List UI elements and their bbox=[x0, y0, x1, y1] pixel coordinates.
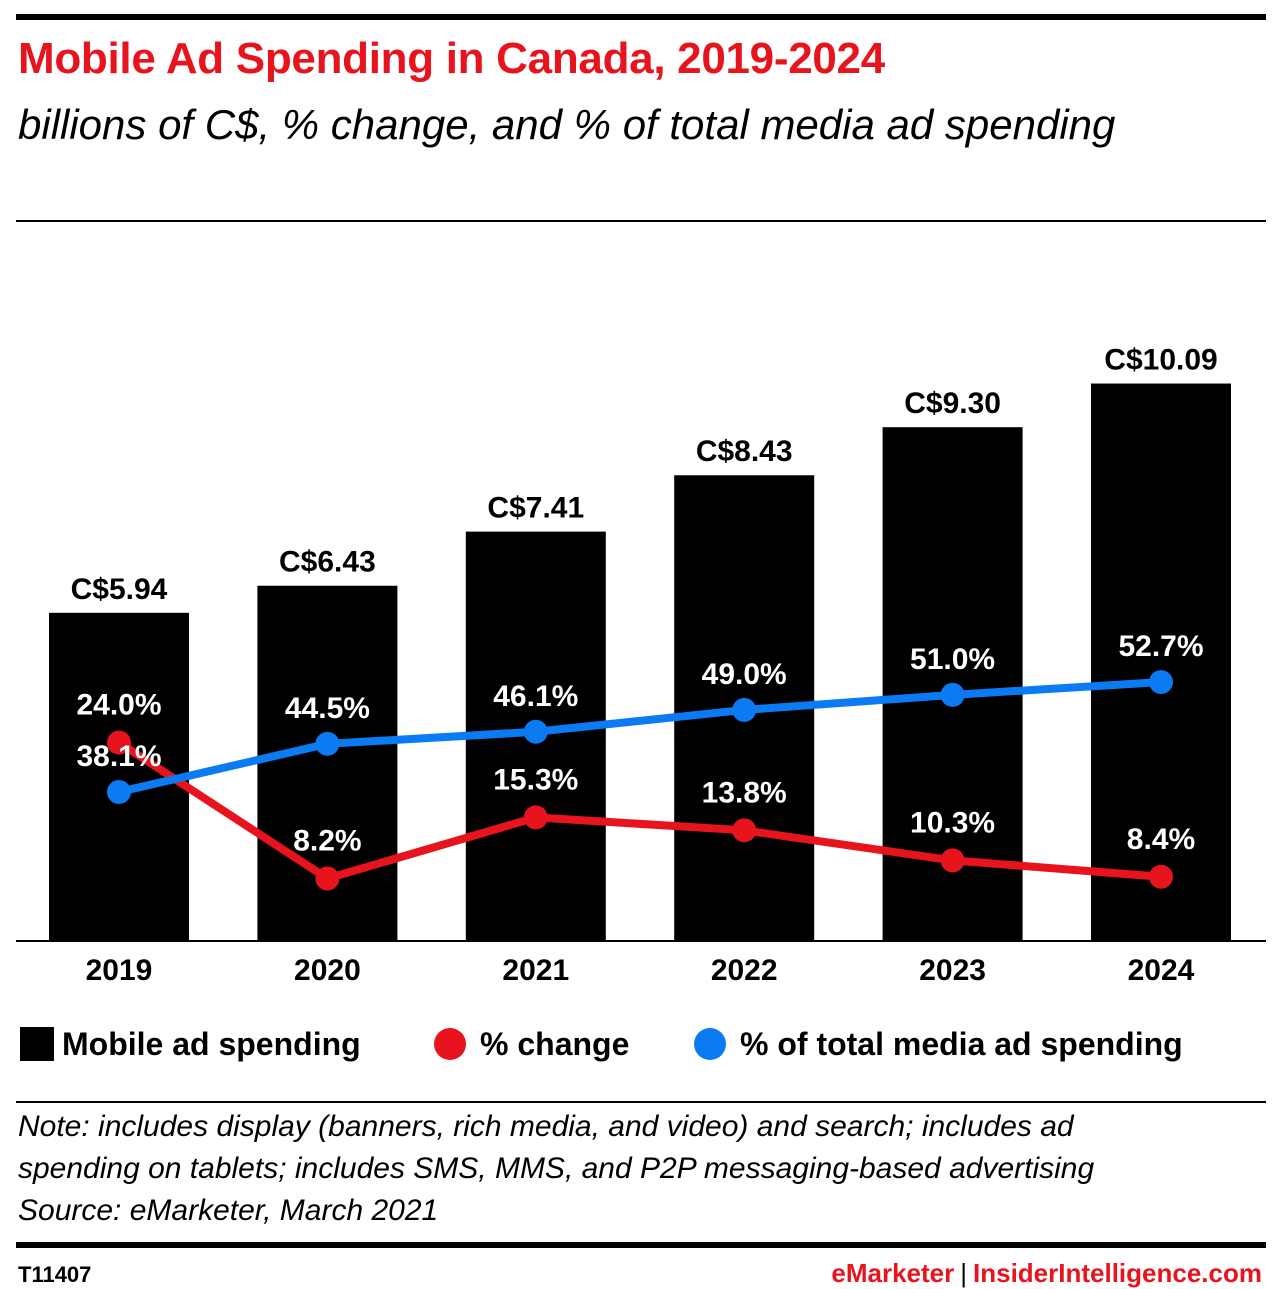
chart-plot: C$5.94 2019 C$6.43 2020 C$7.41 2021 C$8.43 2022… bbox=[16, 344, 1266, 987]
pct-total-point bbox=[315, 731, 340, 756]
pct-change-data-label: 8.2% bbox=[293, 824, 361, 857]
header-divider bbox=[16, 220, 1266, 222]
bar-value-label: C$9.30 bbox=[904, 387, 1001, 420]
brand-insider-intelligence: InsiderIntelligence.com bbox=[973, 1258, 1262, 1288]
legend-swatch-blue-dot bbox=[694, 1028, 726, 1060]
brand-emarketer: eMarketer bbox=[831, 1258, 955, 1288]
legend-item-mobile-ad-spending: Mobile ad spending bbox=[20, 1024, 361, 1064]
pct-change-point bbox=[523, 805, 548, 830]
pct-total-data-label: 38.1% bbox=[76, 740, 161, 773]
note-line-1: Note: includes display (banners, rich me… bbox=[18, 1110, 1074, 1143]
bar-value-label: C$8.43 bbox=[696, 435, 793, 468]
pct-total-point bbox=[732, 697, 757, 722]
x-tick-label: 2020 bbox=[294, 954, 361, 987]
pct-change-point bbox=[315, 866, 340, 891]
pct-change-data-label: 13.8% bbox=[702, 776, 787, 809]
legend-label: Mobile ad spending bbox=[62, 1025, 361, 1062]
bar-value-label: C$5.94 bbox=[71, 573, 168, 606]
pct-change-data-label: 10.3% bbox=[910, 806, 995, 839]
x-tick-label: 2024 bbox=[1128, 954, 1195, 987]
pct-change-data-label: 24.0% bbox=[76, 689, 161, 722]
pct-change-data-label: 8.4% bbox=[1127, 823, 1195, 856]
top-rule bbox=[16, 14, 1266, 20]
pct-total-data-label: 49.0% bbox=[702, 658, 787, 691]
chart-id: T11407 bbox=[18, 1262, 92, 1287]
x-tick-label: 2023 bbox=[919, 954, 986, 987]
pct-total-point bbox=[523, 719, 548, 744]
footer-divider bbox=[16, 1101, 1266, 1103]
bar-value-label: C$7.41 bbox=[487, 492, 584, 525]
source-line: Source: eMarketer, March 2021 bbox=[18, 1194, 439, 1227]
pct-total-data-label: 44.5% bbox=[285, 692, 370, 725]
chart-subtitle: billions of C$, % change, and % of total… bbox=[18, 101, 1116, 148]
bottom-rule bbox=[16, 1242, 1266, 1248]
pct-change-point bbox=[107, 730, 131, 755]
legend-item-pct-total: % of total media ad spending bbox=[694, 1024, 1183, 1064]
legend-label: % change bbox=[480, 1025, 630, 1062]
legend-swatch-bar bbox=[20, 1027, 54, 1061]
pct-total-data-label: 46.1% bbox=[493, 680, 578, 713]
bar bbox=[1091, 383, 1231, 942]
legend-item-pct-change: % change bbox=[434, 1024, 629, 1064]
note-line-2: spending on tablets; includes SMS, MMS, … bbox=[18, 1152, 1095, 1185]
pct-total-data-label: 51.0% bbox=[910, 643, 995, 676]
brand: eMarketer | InsiderIntelligence.com bbox=[831, 1258, 1262, 1289]
pct-change-point bbox=[1149, 864, 1173, 889]
x-tick-label: 2019 bbox=[86, 954, 153, 987]
pct-change-data-label: 15.3% bbox=[493, 763, 578, 796]
pct-change-series-line bbox=[115, 738, 1165, 883]
pct-change-point bbox=[732, 818, 757, 843]
brand-separator: | bbox=[960, 1258, 968, 1288]
pct-change-point bbox=[940, 848, 965, 873]
bar-value-label: C$6.43 bbox=[279, 546, 376, 579]
chart-title: Mobile Ad Spending in Canada, 2019-2024 bbox=[18, 34, 885, 83]
legend-label: % of total media ad spending bbox=[740, 1025, 1183, 1062]
pct-total-point bbox=[107, 780, 131, 805]
pct-total-data-label: 52.7% bbox=[1118, 630, 1203, 663]
pct-total-point bbox=[1149, 670, 1173, 695]
pct-total-series-line bbox=[115, 678, 1165, 797]
x-tick-label: 2021 bbox=[502, 954, 569, 987]
bar-value-label: C$10.09 bbox=[1104, 344, 1217, 377]
legend-swatch-red-dot bbox=[434, 1028, 466, 1060]
pct-total-point bbox=[940, 682, 965, 707]
x-tick-label: 2022 bbox=[711, 954, 778, 987]
